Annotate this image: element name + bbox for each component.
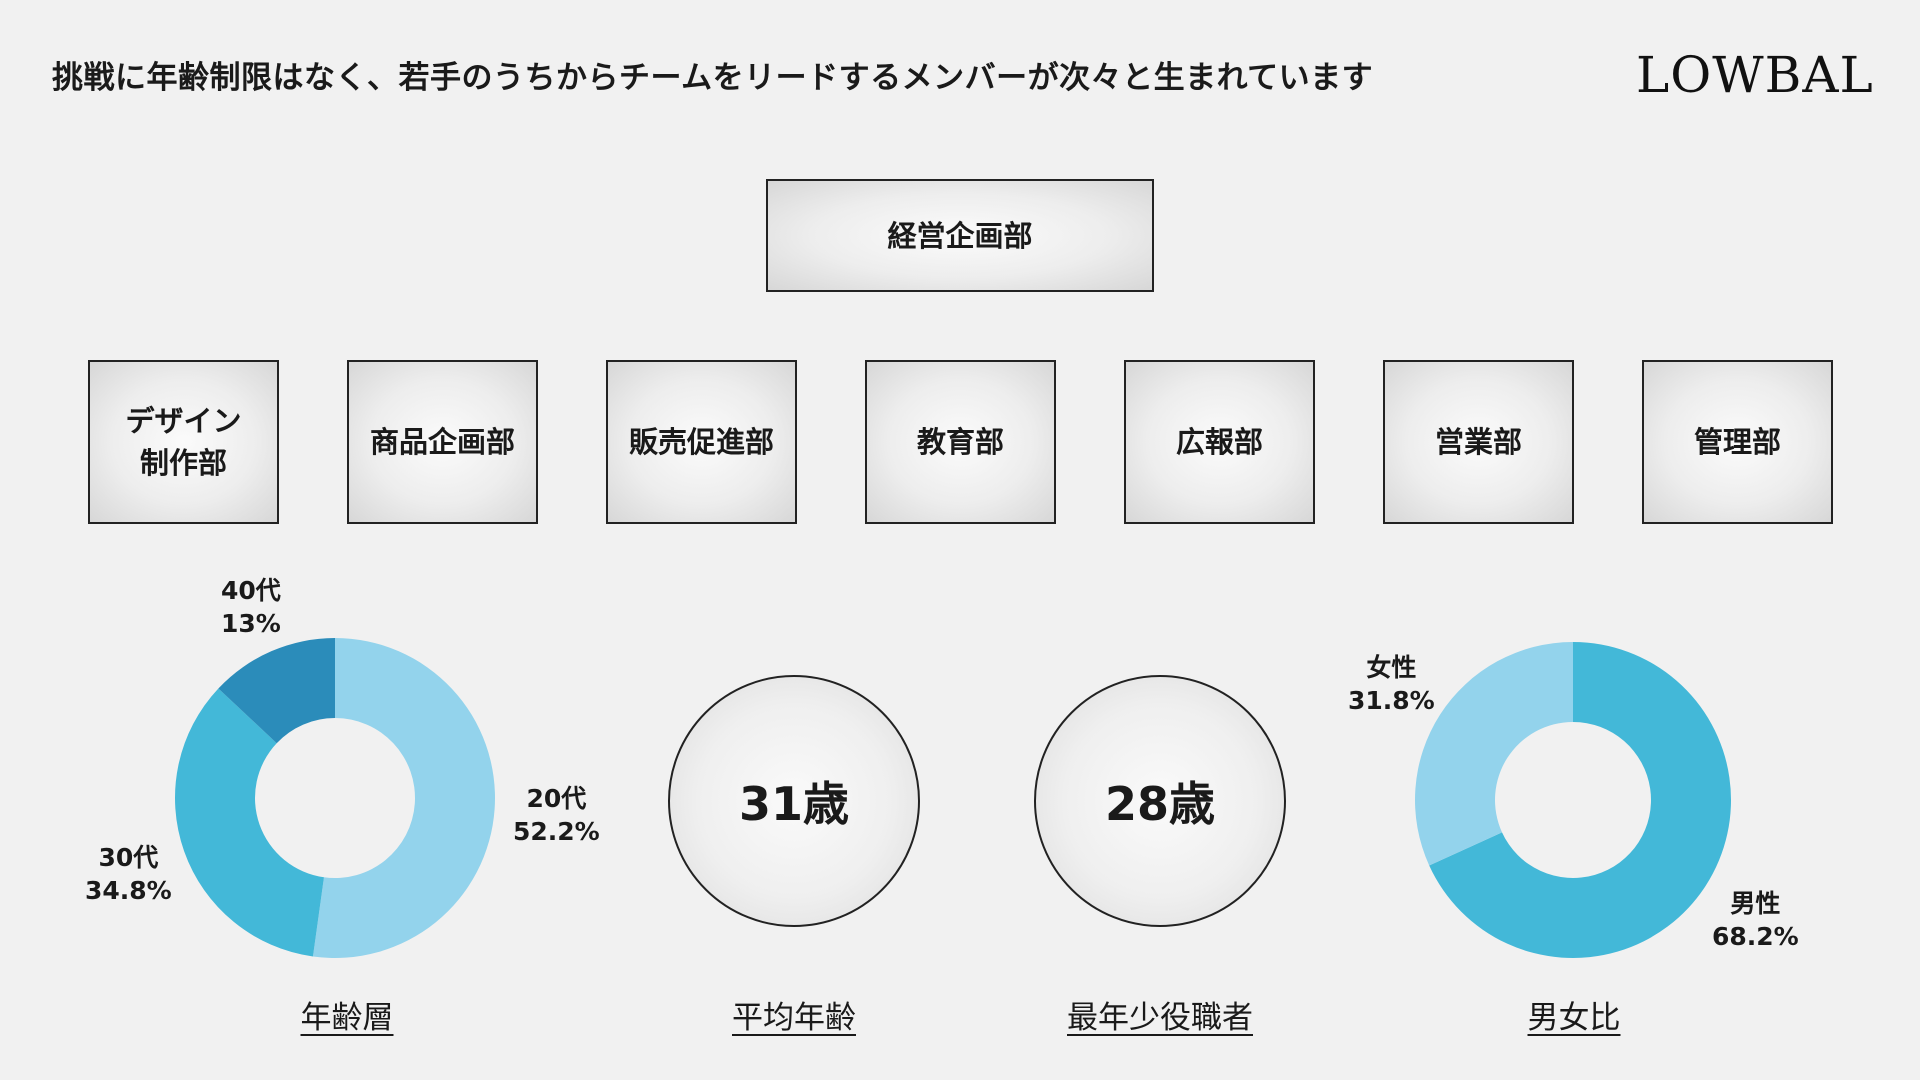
dept-box-sales: 営業部 — [1383, 360, 1574, 524]
age-donut-slice-2 — [218, 638, 335, 744]
slice-label-female: 女性 31.8% — [1348, 653, 1435, 715]
age-donut-slice-0 — [312, 638, 496, 958]
caption-average-age: 平均年齢 — [732, 1000, 856, 1036]
dept-box-sales-promotion: 販売促進部 — [606, 360, 797, 524]
dept-label: 教育部 — [916, 425, 1004, 459]
dept-box-education: 教育部 — [865, 360, 1056, 524]
dept-label: 商品企画部 — [369, 425, 515, 459]
slice-label-20s: 20代 52.2% — [513, 784, 600, 846]
youngest-manager-circle: 28歳 — [1034, 675, 1286, 927]
dept-label: 管理部 — [1693, 425, 1781, 459]
dept-box-administration: 管理部 — [1642, 360, 1833, 524]
gender-donut-slice-0 — [1429, 642, 1731, 958]
average-age-circle: 31歳 — [668, 675, 920, 927]
headline: 挑戦に年齢制限はなく、若手のうちからチームをリードするメンバーが次々と生まれてい… — [52, 60, 1374, 96]
dept-box-design: デザイン 制作部 — [88, 360, 279, 524]
slice-label-male: 男性 68.2% — [1712, 889, 1799, 951]
caption-youngest-manager: 最年少役職者 — [1067, 1000, 1253, 1036]
dept-label: 広報部 — [1175, 425, 1263, 459]
caption-age-group: 年齢層 — [300, 1000, 394, 1036]
slice-label-40s: 40代 13% — [221, 576, 281, 638]
dept-box-corporate-planning: 経営企画部 — [766, 179, 1154, 292]
dept-label: 販売促進部 — [628, 425, 774, 459]
dept-label: 営業部 — [1434, 425, 1522, 459]
age-donut-chart — [175, 638, 496, 958]
caption-gender-ratio: 男女比 — [1527, 1000, 1621, 1036]
average-age-value: 31歳 — [738, 777, 849, 831]
dept-box-pr: 広報部 — [1124, 360, 1315, 524]
youngest-manager-value: 28歳 — [1104, 777, 1215, 831]
slice-label-30s: 30代 34.8% — [85, 843, 172, 905]
gender-donut-chart — [1415, 642, 1731, 958]
dept-label-line: 制作部 — [139, 446, 227, 480]
dept-box-product-planning: 商品企画部 — [347, 360, 538, 524]
gender-donut-slice-1 — [1415, 642, 1573, 866]
dept-label-line: デザイン — [125, 404, 242, 438]
dept-label: 経営企画部 — [887, 218, 1033, 253]
brand-logo: LOWBAL — [1636, 46, 1874, 104]
age-donut-slice-1 — [175, 688, 324, 957]
